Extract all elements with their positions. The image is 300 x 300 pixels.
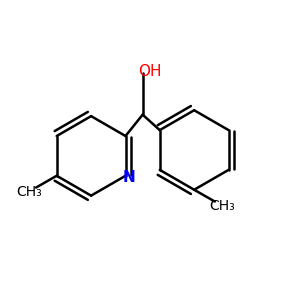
Text: OH: OH [138,64,162,80]
Text: CH₃: CH₃ [16,185,42,199]
Text: N: N [123,170,135,185]
Text: CH₃: CH₃ [209,199,235,213]
